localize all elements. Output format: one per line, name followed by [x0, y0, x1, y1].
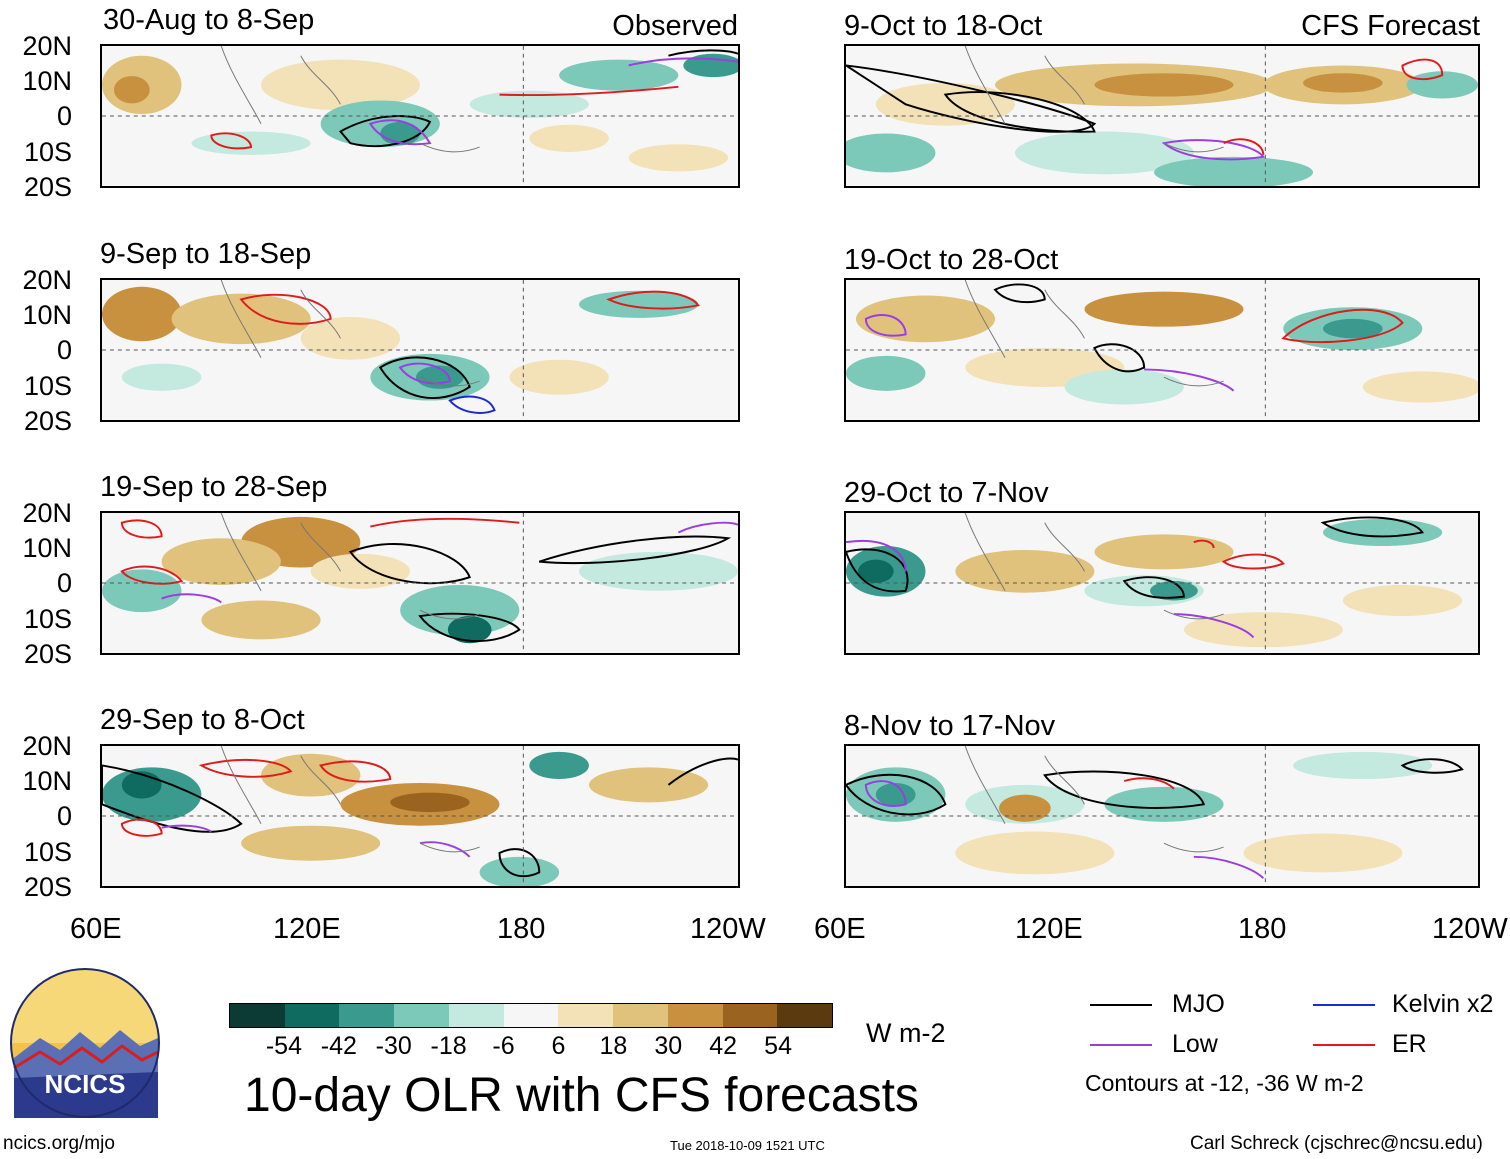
lat-label: 20S [23, 172, 72, 202]
colorbar-label: -42 [320, 1032, 357, 1060]
panel-title: 29-Oct to 7-Nov [844, 477, 1049, 509]
legend-label-kelvin: Kelvin x2 [1392, 990, 1494, 1018]
panel-tag: CFS Forecast [1301, 10, 1480, 42]
olr-map [100, 744, 740, 888]
lat-label: 20S [23, 406, 72, 436]
lat-label: 10N [22, 66, 72, 96]
colorbar-label: -54 [265, 1032, 302, 1060]
lat-label: 20S [23, 872, 72, 902]
lat-label: 10N [22, 300, 72, 330]
colorbar-label: -6 [492, 1032, 515, 1060]
colorbar-label: 30 [654, 1032, 683, 1060]
olr-map [844, 278, 1480, 422]
legend-line-er [1313, 1044, 1375, 1046]
colorbar-swatch [558, 1004, 614, 1027]
lat-label: 10S [23, 137, 72, 167]
lat-label: 0 [56, 801, 72, 831]
lon-label: 120E [273, 913, 341, 945]
lon-label: 120W [690, 913, 766, 945]
legend-label-er: ER [1392, 1030, 1427, 1058]
legend-line-low [1090, 1044, 1152, 1046]
colorbar-label: 6 [551, 1032, 566, 1060]
colorbar-label: -18 [430, 1032, 467, 1060]
lon-label: 60E [70, 913, 122, 945]
panel-title: 29-Sep to 8-Oct [100, 704, 305, 736]
panel-title: 30-Aug to 8-Sep [103, 4, 315, 36]
panel-title: 8-Nov to 17-Nov [844, 710, 1056, 742]
colorbar-units: W m-2 [866, 1018, 946, 1048]
lat-label: 20N [22, 31, 72, 61]
colorbar-label: -30 [375, 1032, 412, 1060]
olr-map [844, 44, 1480, 188]
lon-label: 120W [1432, 913, 1508, 945]
colorbar-swatch [777, 1004, 833, 1027]
colorbar-swatch [722, 1004, 778, 1027]
colorbar-label: 54 [764, 1032, 792, 1060]
lat-label: 20S [23, 639, 72, 669]
panel-title: 9-Oct to 18-Oct [844, 10, 1043, 42]
lat-label: 10S [23, 837, 72, 867]
colorbar-swatch [667, 1004, 723, 1027]
colorbar-label: 42 [709, 1032, 738, 1060]
lat-label: 10S [23, 371, 72, 401]
olr-map [100, 44, 740, 188]
main-title: 10-day OLR with CFS forecasts [244, 1069, 919, 1122]
panel-title: 9-Sep to 18-Sep [100, 238, 312, 270]
panel-title: 19-Oct to 28-Oct [844, 244, 1059, 276]
lat-label: 10N [22, 533, 72, 563]
olr-map [100, 511, 740, 655]
legend-line-kelvin [1313, 1004, 1375, 1006]
panel-title: 19-Sep to 28-Sep [100, 471, 328, 503]
lat-label: 20N [22, 731, 72, 761]
colorbar-swatch [613, 1004, 668, 1027]
footer-author: Carl Schreck (cjschrec@ncsu.edu) [1190, 1133, 1483, 1154]
colorbar-swatch [394, 1004, 449, 1027]
lat-label: 0 [56, 101, 72, 131]
colorbar-swatch [448, 1004, 504, 1027]
olr-map [844, 744, 1480, 888]
lon-label: 60E [814, 913, 866, 945]
olr-map [844, 511, 1480, 655]
lat-label: 10N [22, 766, 72, 796]
colorbar-label: 18 [599, 1032, 628, 1060]
logo-text: NCICS [45, 1069, 126, 1099]
colorbar-swatch [339, 1004, 395, 1027]
lat-label: 0 [56, 335, 72, 365]
colorbar-swatch [230, 1004, 285, 1027]
lon-label: 180 [497, 913, 546, 945]
lat-label: 20N [22, 265, 72, 295]
lat-label: 0 [56, 568, 72, 598]
legend-line-mjo [1090, 1004, 1152, 1006]
footer-timestamp: Tue 2018-10-09 1521 UTC [670, 1138, 825, 1153]
olr-map [100, 278, 740, 422]
contours-note: Contours at -12, -36 W m-2 [1085, 1070, 1364, 1096]
colorbar-swatch [503, 1004, 559, 1027]
lon-label: 120E [1015, 913, 1083, 945]
colorbar [229, 1003, 833, 1028]
colorbar-swatch [284, 1004, 340, 1027]
panel-tag: Observed [612, 10, 738, 42]
legend-label-low: Low [1172, 1030, 1218, 1058]
footer-url: ncics.org/mjo [3, 1133, 115, 1154]
legend-label-mjo: MJO [1172, 990, 1225, 1018]
lat-label: 10S [23, 604, 72, 634]
lon-label: 180 [1238, 913, 1287, 945]
ncics-logo: NCICS [10, 968, 160, 1118]
lat-label: 20N [22, 498, 72, 528]
